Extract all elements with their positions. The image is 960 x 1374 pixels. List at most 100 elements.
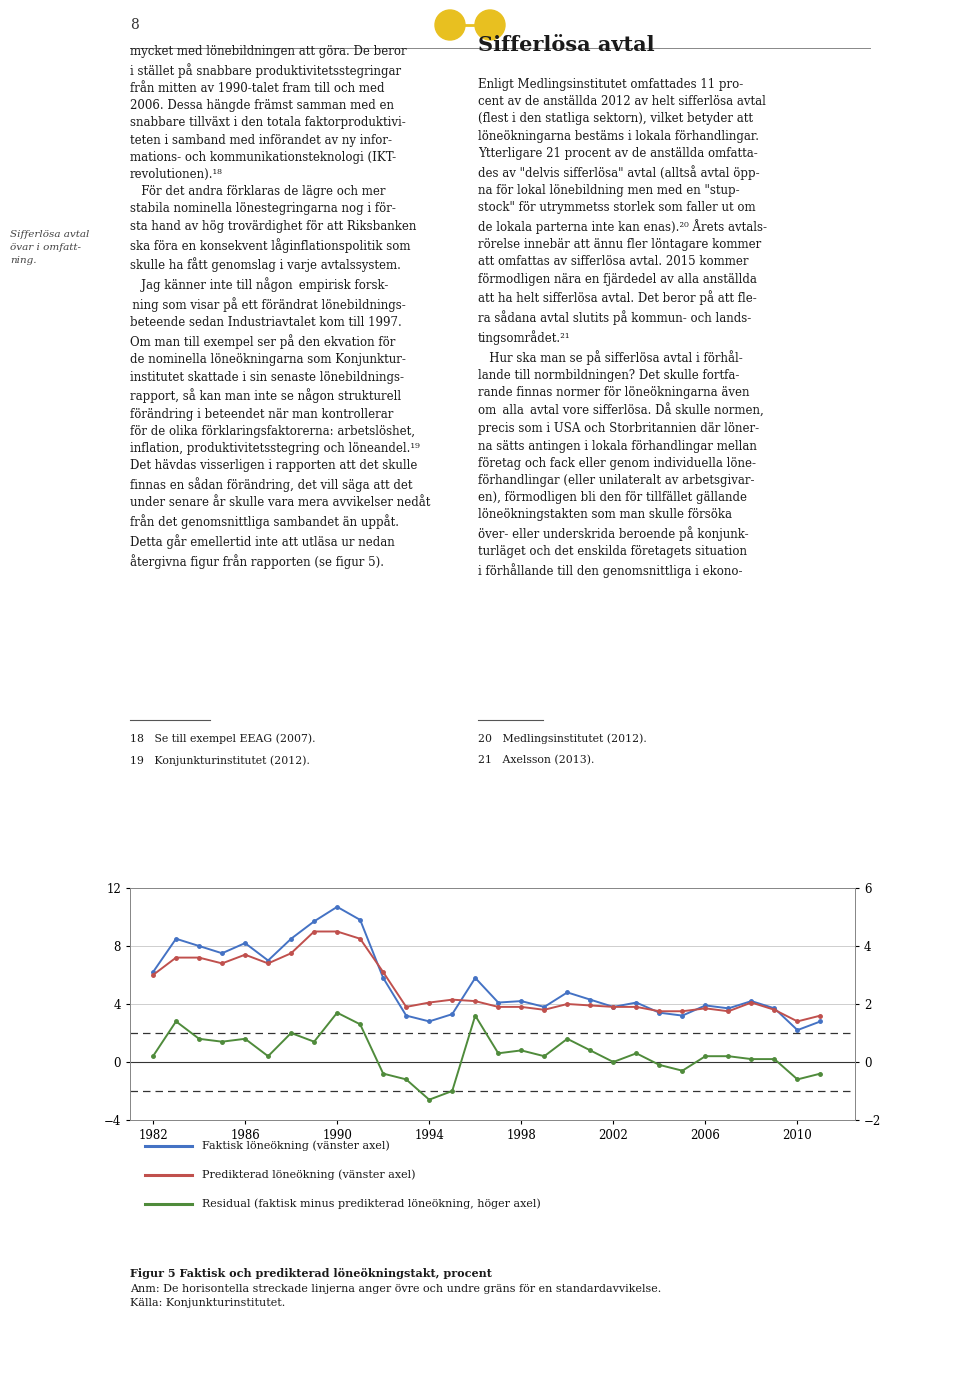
Ellipse shape [475,10,505,40]
Residual (faktisk minus predikterad löneökning, höger axel) [354,1015,366,1032]
Faktisk löneökning (vänster axel) [792,1022,804,1039]
Predikterad löneökning (vänster axel) [769,1002,780,1018]
Text: Sifferlösa avtal: Sifferlösa avtal [478,34,655,55]
Faktisk löneökning (vänster axel) [562,984,573,1000]
Faktisk löneökning (vänster axel) [331,899,343,915]
Predikterad löneökning (vänster axel) [400,999,412,1015]
Residual (faktisk minus predikterad löneökning, höger axel) [147,1048,158,1065]
Text: mycket med lönebildningen att göra. De beror
i stället på snabbare produktivitet: mycket med lönebildningen att göra. De b… [130,45,430,569]
Residual (faktisk minus predikterad löneökning, höger axel) [492,1046,504,1062]
Faktisk löneökning (vänster axel) [446,1006,458,1022]
Faktisk löneökning (vänster axel) [746,993,757,1010]
Residual (faktisk minus predikterad löneökning, höger axel) [216,1033,228,1050]
Faktisk löneökning (vänster axel) [539,999,550,1015]
Predikterad löneökning (vänster axel) [815,1007,827,1024]
Faktisk löneökning (vänster axel) [423,1013,435,1029]
Faktisk löneökning (vänster axel) [354,912,366,929]
Residual (faktisk minus predikterad löneökning, höger axel) [585,1041,596,1058]
Text: 21   Axelsson (2013).: 21 Axelsson (2013). [478,754,594,765]
Predikterad löneökning (vänster axel) [285,945,297,962]
Faktisk löneökning (vänster axel) [400,1007,412,1024]
Predikterad löneökning (vänster axel) [216,955,228,971]
Residual (faktisk minus predikterad löneökning, höger axel) [400,1072,412,1088]
Predikterad löneökning (vänster axel) [262,955,274,971]
Predikterad löneökning (vänster axel) [354,930,366,947]
Ellipse shape [435,10,465,40]
Text: 20   Medlingsinstitutet (2012).: 20 Medlingsinstitutet (2012). [478,732,647,743]
Faktisk löneökning (vänster axel) [239,934,251,951]
Text: Residual (faktisk minus predikterad löneökning, höger axel): Residual (faktisk minus predikterad löne… [203,1198,541,1209]
Residual (faktisk minus predikterad löneökning, höger axel) [446,1083,458,1099]
Text: Anm: De horisontella streckade linjerna anger övre och undre gräns för en standa: Anm: De horisontella streckade linjerna … [130,1283,661,1294]
Faktisk löneökning (vänster axel) [147,963,158,980]
Line: Residual (faktisk minus predikterad löneökning, höger axel): Residual (faktisk minus predikterad löne… [152,1011,822,1102]
Predikterad löneökning (vänster axel) [700,1000,711,1017]
Residual (faktisk minus predikterad löneökning, höger axel) [677,1062,688,1079]
Residual (faktisk minus predikterad löneökning, höger axel) [723,1048,734,1065]
Predikterad löneökning (vänster axel) [631,999,642,1015]
Predikterad löneökning (vänster axel) [677,1003,688,1020]
Residual (faktisk minus predikterad löneökning, höger axel) [377,1065,389,1081]
Predikterad löneökning (vänster axel) [608,999,619,1015]
Line: Predikterad löneökning (vänster axel): Predikterad löneökning (vänster axel) [152,930,822,1024]
Residual (faktisk minus predikterad löneökning, höger axel) [170,1013,181,1029]
Residual (faktisk minus predikterad löneökning, höger axel) [285,1025,297,1041]
Predikterad löneökning (vänster axel) [746,995,757,1011]
Faktisk löneökning (vänster axel) [631,995,642,1011]
Predikterad löneökning (vänster axel) [446,992,458,1009]
Text: Faktisk löneökning (vänster axel): Faktisk löneökning (vänster axel) [203,1140,391,1151]
Residual (faktisk minus predikterad löneökning, höger axel) [654,1057,665,1073]
Faktisk löneökning (vänster axel) [516,993,527,1010]
Residual (faktisk minus predikterad löneökning, höger axel) [562,1030,573,1047]
Faktisk löneökning (vänster axel) [377,970,389,987]
Faktisk löneökning (vänster axel) [285,930,297,947]
Faktisk löneökning (vänster axel) [492,995,504,1011]
Predikterad löneökning (vänster axel) [423,995,435,1011]
Faktisk löneökning (vänster axel) [585,992,596,1009]
Predikterad löneökning (vänster axel) [585,998,596,1014]
Text: Predikterad löneökning (vänster axel): Predikterad löneökning (vänster axel) [203,1169,416,1180]
Residual (faktisk minus predikterad löneökning, höger axel) [631,1046,642,1062]
Line: Faktisk löneökning (vänster axel): Faktisk löneökning (vänster axel) [152,905,822,1032]
Residual (faktisk minus predikterad löneökning, höger axel) [423,1091,435,1107]
Predikterad löneökning (vänster axel) [239,947,251,963]
Residual (faktisk minus predikterad löneökning, höger axel) [608,1054,619,1070]
Text: 18   Se till exempel EEAG (2007).: 18 Se till exempel EEAG (2007). [130,732,316,743]
Predikterad löneökning (vänster axel) [654,1003,665,1020]
Text: Figur 5 Faktisk och predikterad löneökningstakt, procent: Figur 5 Faktisk och predikterad löneökni… [130,1268,492,1279]
Residual (faktisk minus predikterad löneökning, höger axel) [331,1004,343,1021]
Predikterad löneökning (vänster axel) [516,999,527,1015]
Faktisk löneökning (vänster axel) [723,1000,734,1017]
Residual (faktisk minus predikterad löneökning, höger axel) [308,1033,320,1050]
Residual (faktisk minus predikterad löneökning, höger axel) [469,1007,481,1024]
Residual (faktisk minus predikterad löneökning, höger axel) [193,1030,204,1047]
Text: Sifferlösa avtal
övar i omfatt-
ning.: Sifferlösa avtal övar i omfatt- ning. [10,229,89,265]
Predikterad löneökning (vänster axel) [170,949,181,966]
Faktisk löneökning (vänster axel) [654,1004,665,1021]
Predikterad löneökning (vänster axel) [377,963,389,980]
Text: Källa: Konjunkturinstitutet.: Källa: Konjunkturinstitutet. [130,1298,285,1308]
Text: Enligt Medlingsinstitutet omfattades 11 pro-
cent av de anställda 2012 av helt s: Enligt Medlingsinstitutet omfattades 11 … [478,78,767,578]
Predikterad löneökning (vänster axel) [492,999,504,1015]
Residual (faktisk minus predikterad löneökning, höger axel) [516,1041,527,1058]
Faktisk löneökning (vänster axel) [608,999,619,1015]
Residual (faktisk minus predikterad löneökning, höger axel) [700,1048,711,1065]
Residual (faktisk minus predikterad löneökning, höger axel) [792,1072,804,1088]
Residual (faktisk minus predikterad löneökning, höger axel) [262,1048,274,1065]
Predikterad löneökning (vänster axel) [331,923,343,940]
Residual (faktisk minus predikterad löneökning, höger axel) [815,1065,827,1081]
Residual (faktisk minus predikterad löneökning, höger axel) [746,1051,757,1068]
Text: 8: 8 [130,18,139,32]
Faktisk löneökning (vänster axel) [193,938,204,955]
Faktisk löneökning (vänster axel) [677,1007,688,1024]
Residual (faktisk minus predikterad löneökning, höger axel) [539,1048,550,1065]
Text: 19   Konjunkturinstitutet (2012).: 19 Konjunkturinstitutet (2012). [130,754,310,765]
Faktisk löneökning (vänster axel) [469,970,481,987]
Faktisk löneökning (vänster axel) [815,1013,827,1029]
Predikterad löneökning (vänster axel) [562,996,573,1013]
Predikterad löneökning (vänster axel) [539,1002,550,1018]
Faktisk löneökning (vänster axel) [700,998,711,1014]
Residual (faktisk minus predikterad löneökning, höger axel) [769,1051,780,1068]
Predikterad löneökning (vänster axel) [792,1013,804,1029]
Faktisk löneökning (vänster axel) [769,1000,780,1017]
